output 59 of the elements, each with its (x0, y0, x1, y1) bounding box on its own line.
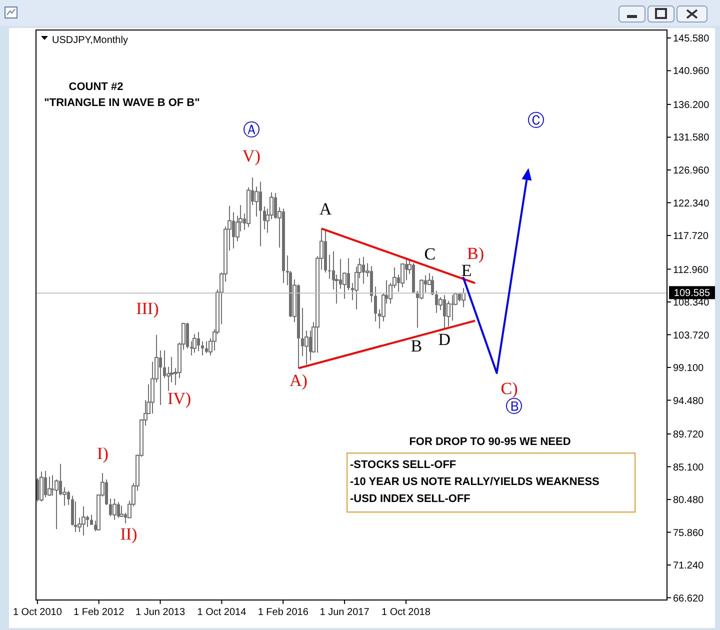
y-tick-label: 140.960 (673, 66, 710, 78)
x-tick-label: 1 Jun 2013 (136, 607, 186, 618)
annotation: C (424, 244, 436, 264)
y-tick-label: 99.100 (673, 363, 704, 374)
x-tick-label: 1 Jun 2017 (320, 607, 370, 618)
annotation: -STOCKS SELL-OFF (350, 459, 456, 471)
x-tick-label: 1 Feb 2012 (74, 607, 125, 618)
y-tick-label: 122.340 (673, 198, 710, 210)
y-tick-label: 112.960 (673, 264, 709, 276)
annotation: -USD INDEX SELL-OFF (350, 493, 471, 505)
annotation: Ⓒ (528, 110, 545, 130)
y-tick-label: 71.240 (673, 560, 704, 572)
annotation: A (319, 199, 332, 218)
candlestick (192, 334, 196, 354)
annotation: I) (97, 444, 108, 464)
annotation: -10 YEAR US NOTE RALLY/YIELDS WEAKNESS (350, 476, 600, 488)
x-tick-label: 1 Oct 2010 (12, 607, 62, 618)
y-tick-label: 94.480 (673, 396, 704, 407)
candlestick (40, 471, 44, 502)
annotation: III) (136, 298, 159, 318)
candlestick (400, 263, 404, 288)
y-tick-label: 126.960 (673, 166, 710, 176)
annotation: IV) (167, 388, 192, 408)
candlestick (82, 506, 86, 536)
candlestick (462, 288, 466, 308)
annotation: "TRIANGLE IN WAVE B OF B" (44, 97, 200, 109)
annotation: II) (120, 524, 138, 544)
annotation: A) (290, 371, 308, 390)
text: USDJPY,Monthly (52, 35, 128, 46)
annotation: C) (500, 378, 518, 398)
annotation: Ⓑ (506, 396, 523, 416)
annotation: E (461, 260, 472, 280)
annotation: COUNT #2 (68, 81, 124, 93)
y-tick-label: 89.720 (673, 430, 704, 441)
y-tick-label: 66.620 (673, 593, 704, 604)
x-tick-label: 1 Feb 2016 (258, 607, 309, 618)
annotation: Ⓐ (242, 120, 260, 140)
candlestick (374, 286, 377, 322)
candlestick (328, 254, 331, 280)
x-tick-label: 1 Oct 2014 (197, 607, 247, 618)
candlestick (201, 340, 204, 356)
x-tick-label: 1 Oct 2018 (382, 607, 431, 618)
annotation: V) (242, 146, 260, 166)
y-tick-label: 75.860 (673, 528, 704, 539)
y-tick-label: 85.100 (673, 462, 704, 474)
annotation: B) (467, 244, 484, 263)
candlestick (112, 498, 116, 520)
annotation: FOR DROP TO 90-95 WE NEED (409, 436, 571, 448)
y-tick-label: 145.580 (673, 33, 710, 44)
candlestick (90, 514, 93, 526)
ref-line-label: 109.585 (674, 288, 711, 300)
y-tick-label: 136.200 (673, 100, 710, 111)
candlestick (431, 276, 434, 296)
y-tick-label: 80.480 (673, 495, 704, 506)
annotation: D (438, 330, 450, 350)
y-tick-label: 117.720 (673, 231, 709, 242)
y-tick-label: 103.720 (673, 330, 710, 342)
annotation: B (410, 336, 422, 356)
y-tick-label: 131.580 (673, 132, 710, 144)
